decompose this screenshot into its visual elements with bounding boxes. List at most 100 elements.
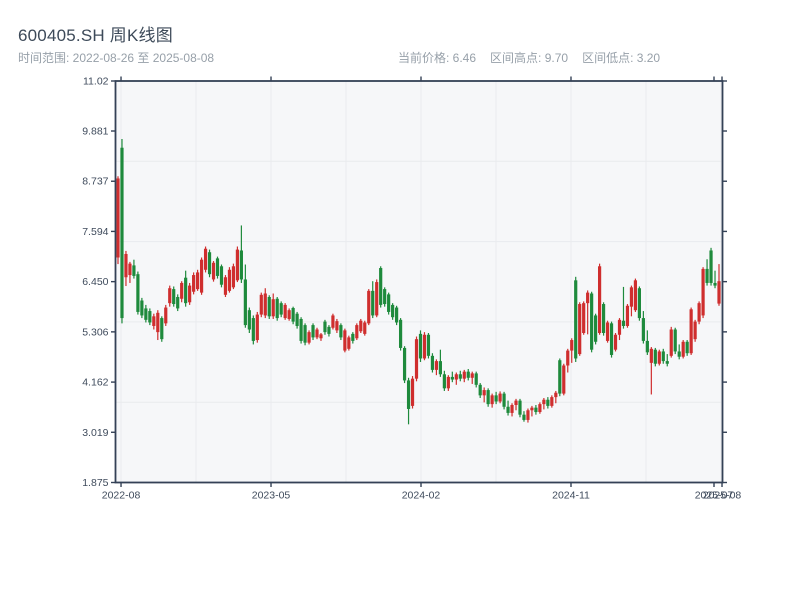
candle	[446, 375, 450, 391]
candle	[359, 318, 363, 334]
candle-body	[383, 289, 387, 305]
candle	[120, 138, 124, 324]
candle-body	[590, 293, 594, 350]
candle-body	[414, 339, 419, 379]
candle-body	[625, 305, 630, 326]
y-tick-label: 7.594	[82, 226, 108, 238]
candle	[188, 282, 192, 305]
candle	[474, 371, 478, 388]
candle-body	[319, 334, 323, 339]
candle	[379, 266, 383, 308]
candle	[231, 263, 236, 290]
candle-body	[701, 268, 705, 316]
candle-body	[235, 249, 240, 281]
candle	[629, 285, 634, 317]
candle-body	[410, 378, 415, 406]
candle	[466, 369, 470, 381]
candle-body	[673, 329, 677, 352]
candle	[184, 270, 188, 307]
candle	[713, 270, 717, 289]
candle	[335, 318, 339, 334]
candle	[578, 302, 582, 356]
candle-body	[689, 309, 693, 354]
candle-body	[251, 318, 255, 341]
candle-body	[530, 407, 534, 411]
candle	[351, 332, 355, 344]
candle-body	[176, 297, 180, 309]
candle	[307, 330, 311, 345]
candle	[295, 311, 299, 329]
candle-body	[657, 351, 661, 364]
y-tick-label: 9.881	[82, 126, 108, 138]
candle-body	[132, 265, 136, 276]
candle-body	[653, 349, 657, 364]
candle-body	[291, 307, 295, 322]
x-tick-label: 2024-11	[552, 490, 590, 502]
candle-body	[466, 371, 470, 378]
candle-body	[418, 333, 423, 359]
candle	[438, 349, 442, 377]
candle-body	[709, 250, 713, 283]
candle-body	[617, 319, 622, 335]
candle-body	[152, 316, 156, 326]
candle-body	[609, 323, 614, 355]
candle-body	[180, 282, 184, 299]
candle	[538, 402, 542, 414]
candle	[633, 278, 638, 312]
candle	[215, 256, 220, 279]
candle	[661, 348, 665, 364]
candle	[621, 286, 626, 329]
candle-body	[705, 268, 709, 283]
candle-body	[446, 376, 450, 389]
date-range-label: 时间范围: 2022-08-26 至 2025-08-08	[18, 51, 215, 65]
candle	[160, 316, 164, 342]
candle	[689, 307, 693, 355]
candle	[669, 326, 673, 358]
candle-body	[203, 248, 208, 270]
candle	[506, 400, 510, 416]
candle-body	[168, 288, 172, 304]
candle	[371, 281, 375, 319]
candle-body	[502, 393, 506, 407]
candle	[562, 363, 566, 396]
candle-body	[223, 277, 228, 295]
candle	[283, 303, 287, 320]
candle	[617, 318, 622, 341]
candle-body	[387, 294, 391, 312]
candle-body	[192, 275, 196, 292]
candle-body	[506, 406, 510, 413]
candle-body	[685, 341, 689, 354]
candle-body	[518, 400, 522, 415]
candle	[605, 320, 610, 343]
candle-body	[574, 280, 578, 359]
candle	[518, 398, 522, 418]
candle	[458, 370, 462, 382]
candle	[685, 340, 689, 356]
candle	[693, 319, 697, 342]
candle	[434, 359, 439, 376]
candle	[566, 348, 570, 373]
candle	[116, 176, 120, 265]
candle	[251, 315, 255, 345]
candle-body	[259, 294, 263, 315]
candle	[243, 264, 247, 328]
page-title: 600405.SH 周K线图	[18, 26, 173, 45]
candle-body	[124, 253, 128, 278]
candle	[582, 301, 586, 335]
candle-body	[239, 250, 243, 280]
candle-body	[375, 282, 379, 316]
candle-body	[335, 321, 339, 331]
y-tick-label: 11.02	[83, 76, 109, 88]
candle	[255, 311, 259, 343]
candle	[641, 311, 645, 344]
candle-body	[271, 299, 275, 317]
candle-body	[188, 285, 192, 303]
candle-body	[160, 318, 164, 340]
candle-body	[402, 347, 407, 381]
candle	[450, 371, 454, 383]
candle-body	[542, 399, 546, 405]
candle	[311, 323, 315, 341]
y-tick-label: 1.875	[82, 477, 108, 489]
